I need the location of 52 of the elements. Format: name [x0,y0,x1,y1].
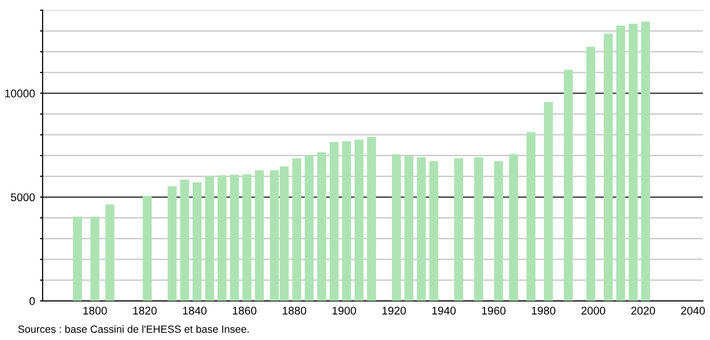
bar [509,154,518,301]
bar [641,22,650,301]
x-tick-label: 1940 [432,306,456,315]
x-tick-label: 2020 [631,306,656,315]
x-tick-label: 1800 [83,306,107,315]
bar [564,70,573,301]
bar [330,142,339,301]
bar [454,158,464,301]
y-tick-label: 0 [29,297,35,306]
bar [404,156,414,301]
bar [168,186,177,301]
bar [142,196,152,301]
bar [367,136,376,301]
x-tick-label: 2000 [581,306,606,315]
x-tick-label: 1840 [183,306,207,315]
x-tick-label: 1980 [532,306,556,315]
bar [628,24,638,301]
bar [90,216,100,301]
bar [304,156,314,301]
bar [105,204,114,301]
bar [494,161,504,301]
y-tick-label: 5000 [10,193,35,202]
x-tick-label: 2040 [681,306,705,315]
bar [180,180,190,301]
x-tick-label: 1960 [482,306,506,315]
y-tick-label: 10000 [5,90,35,98]
bar [474,157,484,301]
bar [354,140,364,301]
bar [392,154,401,301]
bar [218,175,226,301]
bar [230,174,239,301]
x-tick-label: 1860 [232,306,256,315]
bar [317,152,326,301]
bar [342,141,352,301]
bar [526,132,536,301]
x-tick-label: 1920 [382,306,406,315]
x-tick-label: 1900 [332,306,356,315]
bar [254,170,264,301]
bar [416,157,426,301]
bar [429,161,438,301]
bar [544,102,553,301]
bar [616,26,626,301]
bar [604,34,613,301]
bar [205,176,214,301]
x-tick-label: 1880 [282,306,306,315]
bar [242,174,252,301]
x-tick-label: 1820 [133,306,157,315]
source-note: Sources : base Cassini de l'EHESS et base Insee. [18,325,249,333]
bar [292,158,302,301]
bar [586,46,596,301]
bar [192,182,202,301]
bar [73,216,82,301]
